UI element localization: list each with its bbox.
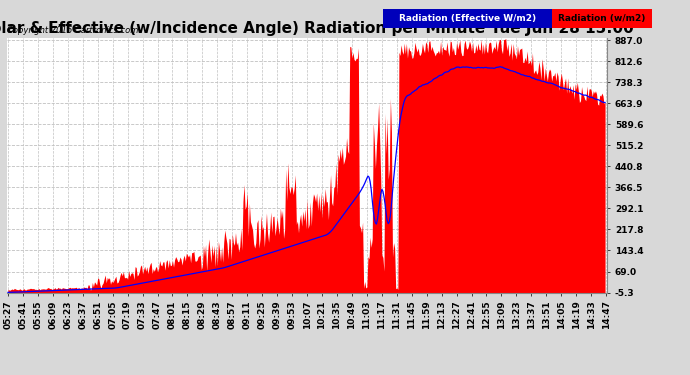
Text: Radiation (Effective W/m2): Radiation (Effective W/m2) [399,14,536,23]
Title: Solar & Effective (w/Incidence Angle) Radiation per Minute Tue Jun 28 15:00: Solar & Effective (w/Incidence Angle) Ra… [0,21,634,36]
Text: Copyright 2016 Cartronics.com: Copyright 2016 Cartronics.com [7,26,138,35]
Text: Radiation (w/m2): Radiation (w/m2) [558,14,646,23]
